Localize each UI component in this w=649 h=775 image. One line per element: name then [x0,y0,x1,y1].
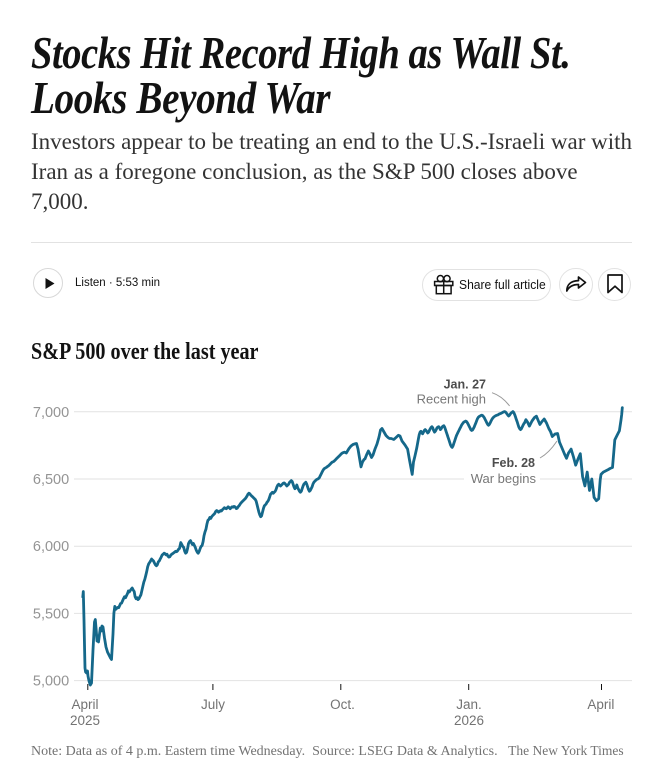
svg-text:Jan.: Jan. [456,697,482,712]
svg-text:6,500: 6,500 [33,472,69,488]
svg-text:War begins: War begins [471,471,537,486]
svg-text:5,500: 5,500 [33,606,69,622]
svg-text:6,000: 6,000 [33,539,69,555]
svg-text:April: April [587,697,614,712]
svg-text:Oct.: Oct. [330,697,355,712]
svg-text:April: April [71,697,98,712]
svg-text:Recent high: Recent high [417,391,486,406]
svg-text:2026: 2026 [454,713,484,728]
svg-text:Feb. 28: Feb. 28 [492,456,535,470]
svg-text:7,000: 7,000 [33,405,69,421]
svg-text:Jan. 27: Jan. 27 [444,377,486,391]
svg-text:5,000: 5,000 [33,674,69,690]
svg-text:2025: 2025 [70,713,100,728]
svg-text:July: July [201,697,225,712]
